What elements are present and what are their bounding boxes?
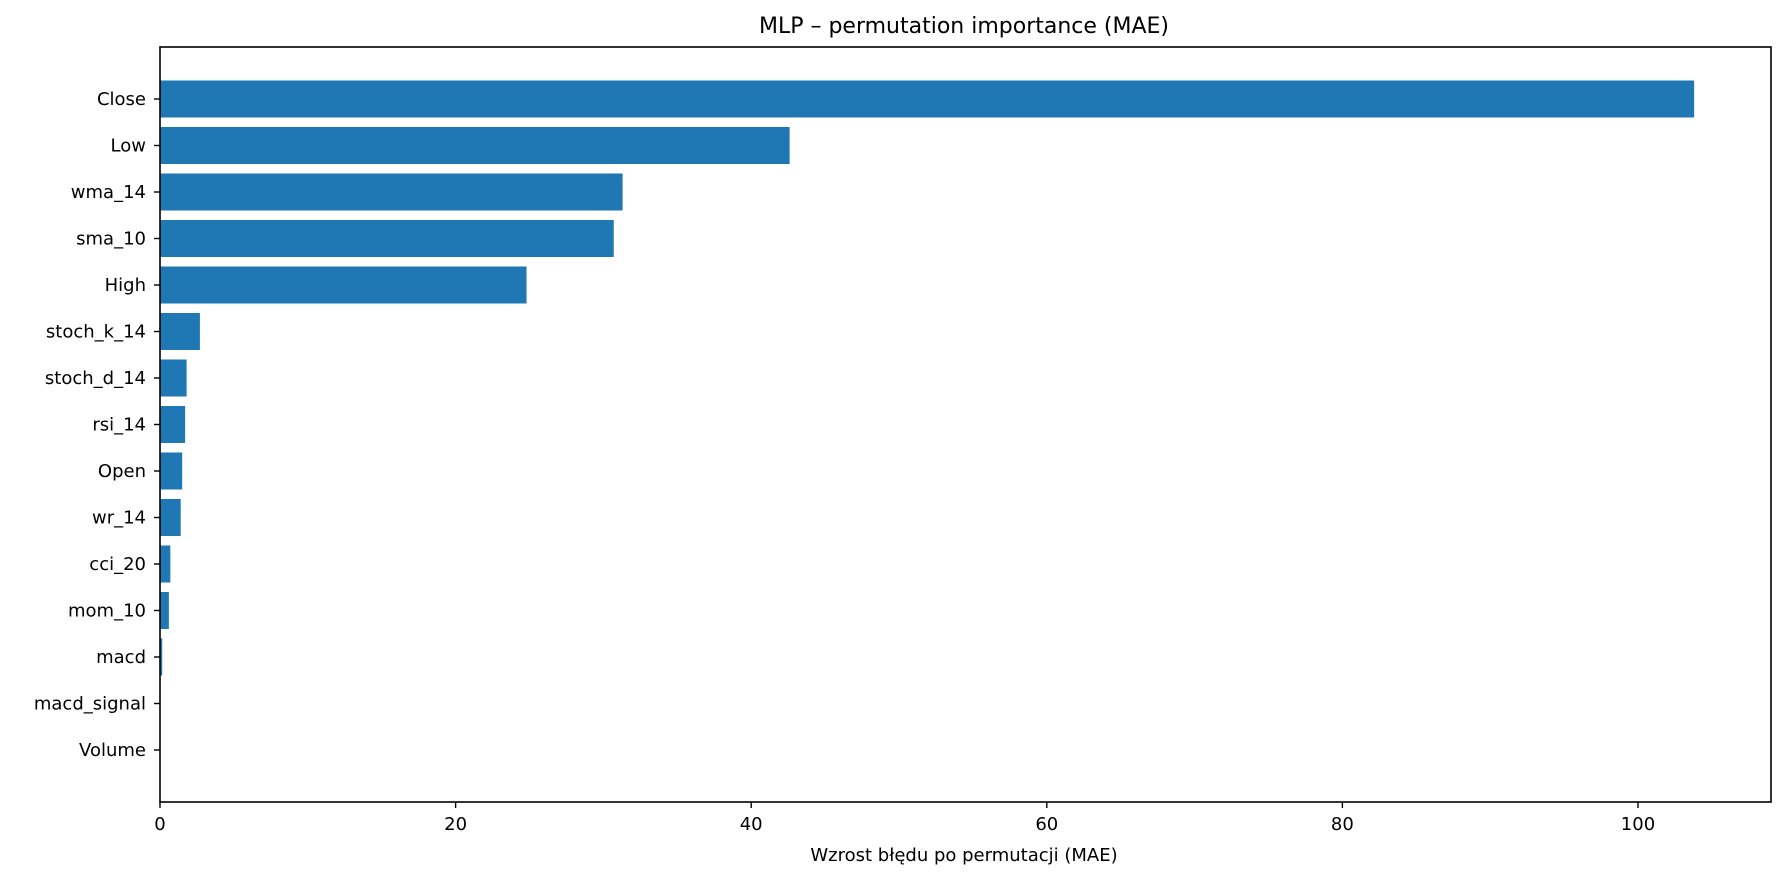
category-label: Volume (79, 740, 146, 761)
bar-Low (160, 127, 790, 164)
category-label: wma_14 (71, 182, 146, 203)
category-label: macd (96, 647, 146, 668)
category-label: macd_signal (34, 694, 146, 715)
category-label: mom_10 (68, 601, 146, 622)
bar-Close (160, 80, 1695, 118)
category-labels: Close Low wma_14 sma_10 High stoch_k_14 stoch_… (34, 89, 160, 761)
category-label: High (105, 275, 146, 296)
category-label: stoch_d_14 (45, 368, 146, 389)
category-label: Close (97, 89, 146, 110)
bars-group (160, 80, 1695, 676)
bar-macd (160, 638, 163, 676)
bar-cci_20 (160, 545, 171, 583)
chart-title: MLP – permutation importance (MAE) (759, 14, 1169, 39)
bar-wr_14 (160, 499, 181, 536)
bar-stoch_k_14 (160, 313, 200, 350)
x-tick-label: 80 (1331, 814, 1354, 835)
x-tick-label: 40 (740, 814, 763, 835)
x-axis-ticks: 0 20 40 60 80 100 (154, 802, 1655, 835)
bar-wma_14 (160, 173, 623, 211)
bar-mom_10 (160, 592, 169, 629)
bar-rsi_14 (160, 406, 186, 443)
plot-area-frame (159, 46, 1772, 803)
x-axis-label: Wzrost błędu po permutacji (MAE) (810, 845, 1117, 866)
bar-High (160, 266, 527, 304)
category-label: Open (98, 461, 146, 482)
x-tick-label: 20 (444, 814, 467, 835)
category-label: stoch_k_14 (46, 322, 146, 343)
category-label: wr_14 (92, 508, 146, 529)
category-label: cci_20 (89, 554, 146, 575)
bar-sma_10 (160, 220, 614, 257)
x-tick-label: 100 (1621, 814, 1655, 835)
x-tick-label: 0 (154, 814, 165, 835)
bar-Open (160, 452, 183, 490)
category-label: Low (111, 136, 146, 157)
category-label: rsi_14 (92, 415, 146, 436)
category-label: sma_10 (76, 229, 146, 250)
x-tick-label: 60 (1035, 814, 1058, 835)
bar-stoch_d_14 (160, 359, 187, 397)
